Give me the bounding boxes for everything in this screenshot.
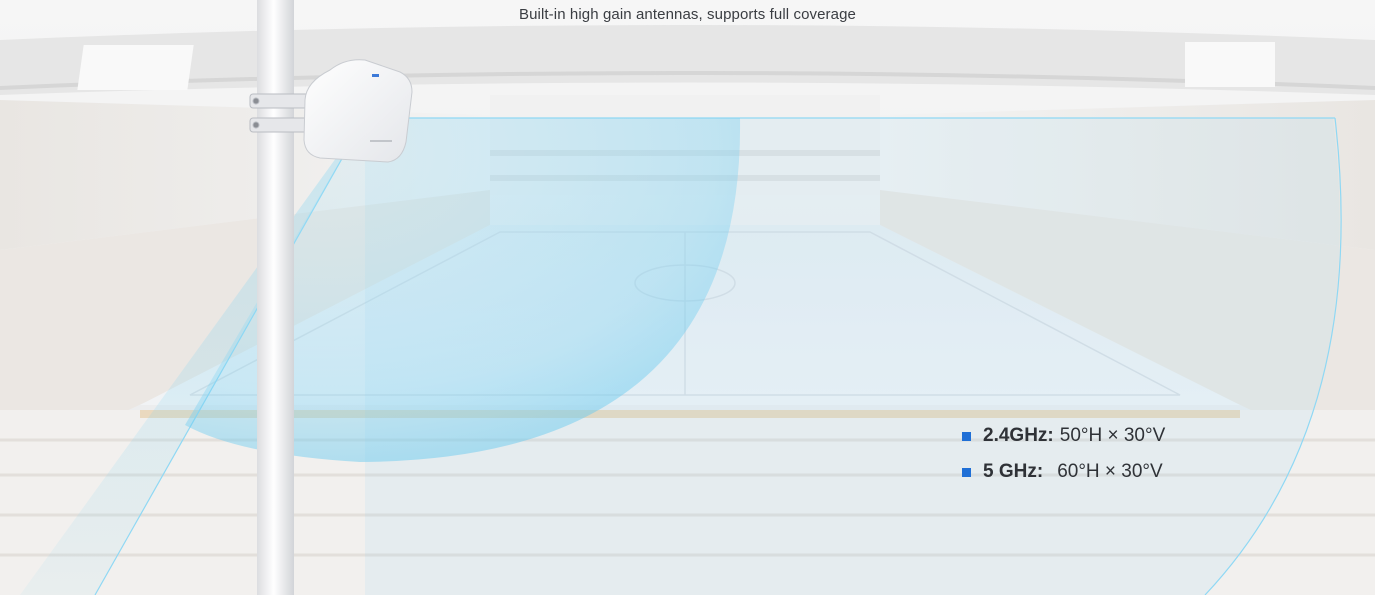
bullet-square-icon: [962, 467, 971, 477]
spec-list: 2.4GHz: 50°H × 30°V 5 GHz: 60°H × 30°V: [962, 418, 1165, 490]
coverage-arc-2-4ghz: [185, 118, 741, 462]
feature-subtitle: Built-in high gain antennas, supports fu…: [519, 6, 856, 23]
spec-row-5ghz: 5 GHz: 60°H × 30°V: [962, 454, 1165, 490]
mounting-pole: [257, 0, 294, 595]
spec-band-label: 5 GHz:: [983, 461, 1044, 482]
bullet-square-icon: [962, 431, 971, 441]
spec-band-value: 50°H × 30°V: [1059, 425, 1166, 446]
outdoor-access-point-icon: [303, 59, 413, 163]
spec-band-value: 60°H × 30°V: [1057, 461, 1163, 482]
spec-band-label: 2.4GHz:: [983, 425, 1054, 446]
spec-row-2-4ghz: 2.4GHz: 50°H × 30°V: [962, 418, 1165, 454]
